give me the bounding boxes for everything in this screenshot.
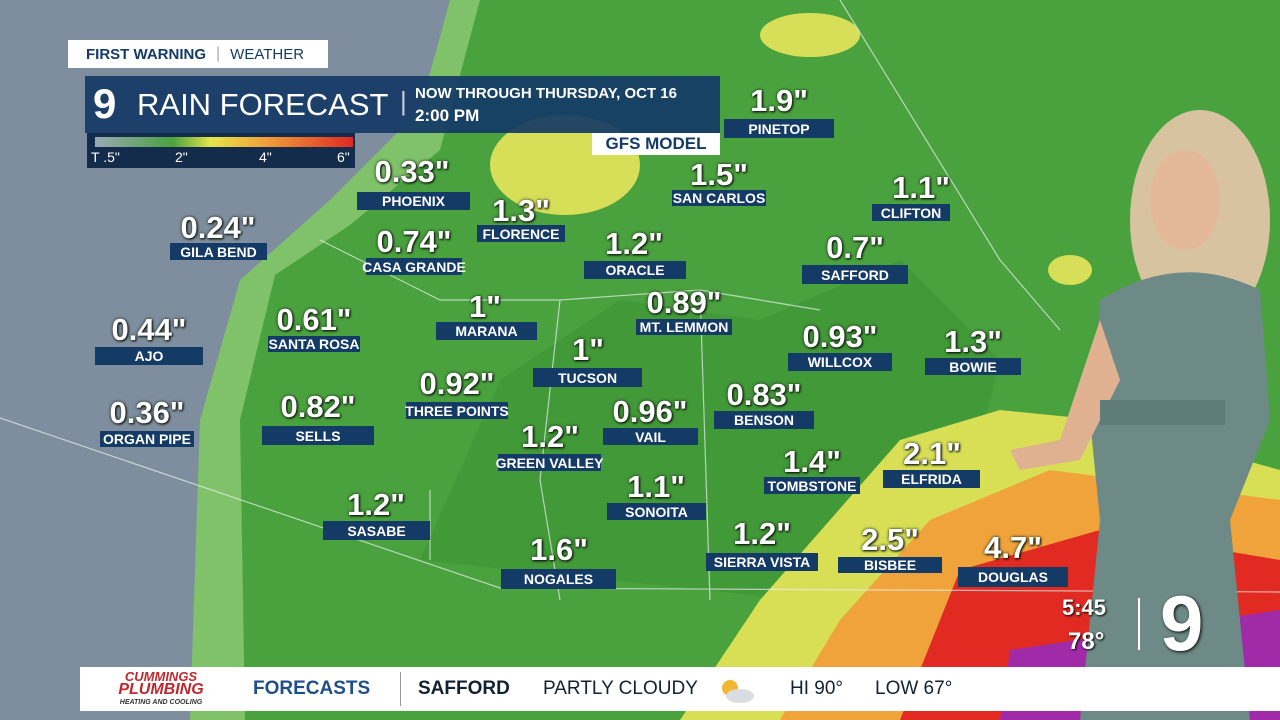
rain-amount: 1.1" (892, 170, 950, 205)
location: SAFFORD (418, 678, 510, 699)
city-label: BOWIE (925, 358, 1021, 375)
condition: PARTLY CLOUDY (543, 678, 698, 699)
legend-label: 6" (337, 149, 350, 165)
bug-logo: 9 (1160, 579, 1204, 667)
section: WEATHER (230, 45, 305, 63)
ticker-bar (80, 667, 1280, 711)
city-label: FLORENCE (477, 225, 565, 242)
sponsor-tagline: HEATING AND COOLING (119, 699, 203, 706)
rain-amount: 1.2" (347, 487, 405, 522)
city-label: ORGAN PIPE (100, 431, 194, 447)
rain-amount: 1" (572, 332, 604, 367)
weather-icon (722, 680, 754, 703)
rain-amount: 0.61" (276, 302, 352, 337)
sponsor: CUMMINGS (124, 669, 198, 684)
brand: FIRST WARNING (86, 45, 206, 63)
city-label: SIERRA VISTA (706, 553, 818, 571)
city-label: SELLS (262, 426, 374, 445)
rain-amount: 1.1" (627, 469, 685, 504)
city-label: MARANA (436, 322, 537, 340)
city-label: SASABE (323, 521, 430, 540)
city-label: MT. LEMMON (636, 319, 732, 335)
brand-bar: FIRST WARNING | WEATHER (68, 40, 328, 68)
presenter (1010, 110, 1270, 720)
rain-amount: 0.44" (111, 312, 187, 347)
legend: T .5" 2" 4" 6" (87, 133, 355, 168)
low: LOW 67° (875, 678, 953, 699)
rain-amount: 0.36" (109, 395, 185, 430)
city-label: SANTA ROSA (268, 336, 360, 352)
city-label: VAIL (603, 428, 698, 445)
legend-label: 2" (175, 149, 188, 165)
rain-amount: 0.82" (280, 389, 356, 424)
city-label: GREEN VALLEY (495, 454, 604, 471)
rain-amount: 1.9" (750, 83, 808, 118)
city-label: ELFRIDA (883, 470, 980, 488)
time: 2:00 PM (415, 106, 480, 125)
title-bar: 9 RAIN FORECAST | NOW THROUGH THURSDAY, … (85, 76, 720, 133)
city-label: GILA BEND (170, 243, 267, 260)
clock: 5:45 (1062, 595, 1107, 620)
rain-amount: 1.3" (944, 324, 1002, 359)
rain-amount: 1.6" (530, 532, 588, 567)
rain-amount: 1" (469, 289, 501, 324)
city-label: DOUGLAS (958, 567, 1068, 587)
channel-logo: 9 (93, 80, 117, 127)
city-label: ORACLE (584, 261, 686, 279)
rain-amount: 0.93" (802, 319, 878, 354)
temperature: 78° (1068, 628, 1105, 655)
rain-amount: 0.33" (374, 154, 450, 189)
rain-amount: 1.3" (492, 193, 550, 228)
rain-amount: 1.5" (690, 157, 748, 192)
model: GFS MODEL (592, 133, 720, 155)
rain-amount: 0.83" (726, 377, 802, 412)
rain-amount: 1.2" (521, 419, 579, 454)
rain-amount: 0.89" (646, 285, 722, 320)
rain-amount: 2.5" (861, 522, 919, 557)
city-label: THREE POINTS (405, 402, 509, 419)
legend-label: T .5" (91, 149, 120, 165)
city-label: CASA GRANDE (362, 258, 466, 275)
rain-amount: 4.7" (984, 530, 1042, 565)
city-label: TOMBSTONE (764, 477, 860, 494)
high: HI 90° (790, 678, 844, 699)
sponsor-line2: PLUMBING (118, 681, 204, 698)
title: RAIN FORECAST (137, 87, 389, 122)
rain-amount: 1.2" (605, 226, 663, 261)
rain-amount: 2.1" (903, 436, 961, 471)
rain-amount: 0.24" (180, 210, 256, 245)
rain-amount: 0.96" (612, 394, 688, 429)
city-label: PHOENIX (357, 192, 470, 210)
city-label: CLIFTON (872, 204, 950, 221)
period: NOW THROUGH THURSDAY, OCT 16 (415, 85, 677, 102)
sponsor-logo: CUMMINGS PLUMBING HEATING AND COOLING (96, 670, 226, 709)
city-label: NOGALES (501, 569, 616, 589)
city-label: PINETOP (724, 119, 834, 138)
city-label: SONOITA (607, 503, 706, 520)
legend-label: 4" (259, 149, 272, 165)
city-label: SAFFORD (802, 265, 908, 284)
rain-amount: 1.2" (733, 516, 791, 551)
segment: FORECASTS (253, 678, 371, 699)
rain-amount: 0.92" (419, 366, 495, 401)
rain-amount: 0.74" (376, 224, 452, 259)
city-label: AJO (95, 347, 203, 365)
city-label: TUCSON (533, 368, 642, 387)
city-label: WILLCOX (788, 353, 892, 371)
city-label: SAN CARLOS (672, 190, 766, 206)
rain-amount: 1.4" (783, 444, 841, 479)
city-label: BENSON (714, 411, 814, 429)
city-label: BISBEE (838, 557, 942, 573)
rain-amount: 0.7" (826, 230, 884, 265)
